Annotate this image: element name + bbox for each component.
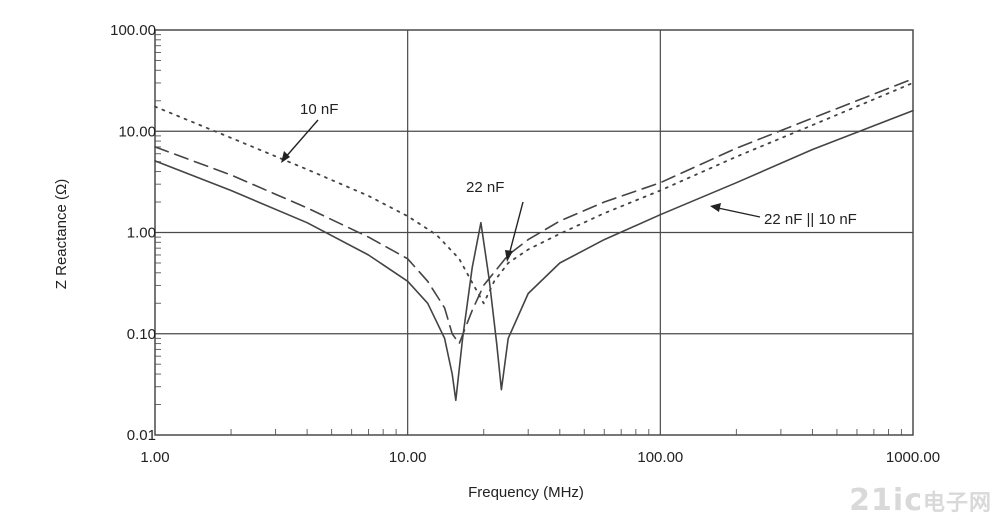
x-axis-title: Frequency (MHz) [468,484,584,501]
series-10nf-line [154,82,914,305]
annotation-arrowhead-parallel [710,203,721,212]
x-tick-label: 1000.00 [886,449,940,466]
annotation-arrowhead-22nf [505,250,513,262]
y-axis-title: Z Reactance (Ω) [53,179,70,289]
annotation-arrow-10nf [283,119,319,160]
x-tick-label: 10.00 [389,449,427,466]
series-parallel-line [154,109,914,402]
x-tick-label: 100.00 [637,449,683,466]
watermark-logo: 21ic电子网 [849,483,992,518]
y-tick-label: 1.00 [127,225,156,242]
series-22nf-line [154,78,914,345]
tick-labels: 1.00 10.00 100.00 1000.00 0.01 0.10 1.00 10.00 1… [110,22,940,466]
plot-frame [154,29,914,436]
x-tick-label: 1.00 [140,449,169,466]
series-layer [154,78,914,402]
y-tick-label: 0.01 [127,427,156,444]
y-tick-label: 100.00 [110,22,156,39]
grid-lines [155,30,913,435]
annotation-22nf: 22 nF [466,179,504,196]
minor-ticks [155,34,902,435]
annotation-parallel: 22 nF || 10 nF [764,211,857,228]
y-tick-label: 10.00 [118,123,156,140]
y-tick-label: 0.10 [127,326,156,343]
annotation-arrow-22nf [508,201,524,256]
annotation-arrowhead-10nf [281,151,290,163]
annotation-arrow-parallel [717,207,761,218]
annotation-10nf: 10 nF [300,101,338,118]
